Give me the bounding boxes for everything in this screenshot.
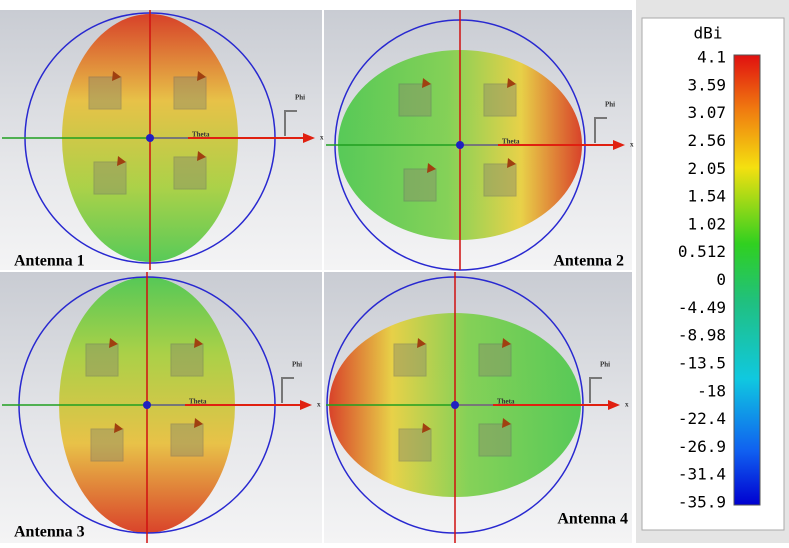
colorbar-tick-label: 3.07 xyxy=(687,103,726,122)
colorbar-tick-label: 2.56 xyxy=(687,131,726,150)
colorbar-tick-label: -13.5 xyxy=(678,353,726,372)
port-arrow xyxy=(427,163,436,173)
x-arrow xyxy=(303,133,315,143)
x-label: x xyxy=(320,134,324,142)
antenna-element xyxy=(170,423,204,457)
colorbar-tick-label: 1.54 xyxy=(687,187,726,206)
antenna-element xyxy=(173,156,207,190)
port-arrow xyxy=(507,78,516,88)
antenna-element xyxy=(173,76,207,110)
antenna-element xyxy=(478,423,512,457)
origin xyxy=(146,134,154,142)
port-arrow xyxy=(194,418,203,428)
phi-label: Phi xyxy=(605,101,615,109)
antenna-element xyxy=(93,161,127,195)
theta-label: Theta xyxy=(192,131,210,139)
colorbar-tick-label: -22.4 xyxy=(678,409,726,428)
colorbar-tick-label: -4.49 xyxy=(678,298,726,317)
antenna-label: Antenna 1 xyxy=(14,253,85,270)
x-arrow xyxy=(608,400,620,410)
antenna-element xyxy=(483,163,517,197)
colorbar-tick-label: 2.05 xyxy=(687,159,726,178)
colorbar-tick-label: 4.1 xyxy=(697,48,726,67)
colorbar-tick-label: 0 xyxy=(716,270,726,289)
pattern-panel: x Theta Phi Antenna 4 xyxy=(324,272,632,543)
phi-arrow xyxy=(281,377,294,403)
antenna-label: Antenna 2 xyxy=(553,253,624,270)
colorbar-tick-label: -18 xyxy=(697,381,726,400)
antenna-element xyxy=(478,343,512,377)
port-arrow xyxy=(417,338,426,348)
antenna-element xyxy=(403,168,437,202)
port-arrow xyxy=(422,78,431,88)
colorbar-tick-label: -35.9 xyxy=(678,493,726,512)
pattern-panel: x Theta Phi Antenna 2 xyxy=(324,10,634,271)
phi-arrow xyxy=(589,377,602,403)
phi-arrow xyxy=(594,117,607,143)
port-arrow xyxy=(109,338,118,348)
colorbar-tick-label: -26.9 xyxy=(678,437,726,456)
antenna-element xyxy=(393,343,427,377)
pattern-panel: x Theta Phi Antenna 3 xyxy=(0,272,322,543)
pattern-panel: x Theta Phi Antenna 1 xyxy=(0,10,324,270)
port-arrow xyxy=(197,71,206,81)
colorbar-tick-label: 3.59 xyxy=(687,75,726,94)
phi-label: Phi xyxy=(295,94,305,102)
port-arrow xyxy=(197,151,206,161)
port-arrow xyxy=(194,338,203,348)
origin xyxy=(451,401,459,409)
colorbar-tick-label: -8.98 xyxy=(678,326,726,345)
antenna-element xyxy=(483,83,517,117)
x-label: x xyxy=(630,141,634,149)
antenna-element xyxy=(85,343,119,377)
port-arrow xyxy=(114,423,123,433)
port-arrow xyxy=(117,156,126,166)
origin xyxy=(456,141,464,149)
x-label: x xyxy=(317,401,321,409)
port-arrow xyxy=(502,418,511,428)
antenna-element xyxy=(398,83,432,117)
antenna-element xyxy=(398,428,432,462)
x-label: x xyxy=(625,401,629,409)
theta-label: Theta xyxy=(497,398,515,406)
antenna-element xyxy=(170,343,204,377)
phi-arrow xyxy=(284,110,297,136)
colorbar-tick-label: -31.4 xyxy=(678,465,726,484)
colorbar xyxy=(733,54,761,506)
x-arrow xyxy=(300,400,312,410)
colorbar-tick-label: 1.02 xyxy=(687,214,726,233)
colorbar-unit: dBi xyxy=(694,24,723,43)
antenna-label: Antenna 3 xyxy=(14,524,85,541)
phi-label: Phi xyxy=(600,361,610,369)
port-arrow xyxy=(422,423,431,433)
port-arrow xyxy=(507,158,516,168)
theta-label: Theta xyxy=(189,398,207,406)
antenna-label: Antenna 4 xyxy=(557,511,628,528)
antenna-element xyxy=(88,76,122,110)
antenna-element xyxy=(90,428,124,462)
phi-label: Phi xyxy=(292,361,302,369)
port-arrow xyxy=(112,71,121,81)
x-arrow xyxy=(613,140,625,150)
port-arrow xyxy=(502,338,511,348)
colorbar-tick-label: 0.512 xyxy=(678,242,726,261)
theta-label: Theta xyxy=(502,138,520,146)
origin xyxy=(143,401,151,409)
